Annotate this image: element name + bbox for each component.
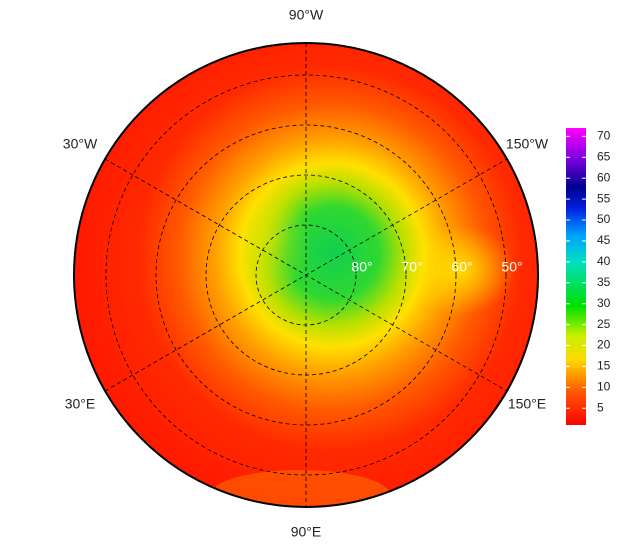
colorbar-tick-label: 40: [597, 254, 611, 268]
colorbar-tick-label: 55: [597, 191, 611, 205]
colorbar-tick-label: 70: [597, 129, 611, 143]
colorbar-tick-label: 15: [597, 359, 611, 373]
longitude-label: 30°E: [65, 396, 96, 412]
longitude-label: 150°W: [506, 136, 549, 152]
latitude-label: 60°: [451, 259, 472, 275]
latitude-label: 70°: [401, 259, 422, 275]
graticule: [104, 43, 508, 507]
latitude-circle: [255, 224, 357, 326]
colorbar-tick-label: 60: [597, 170, 611, 184]
colorbar-tick-label: 20: [597, 338, 611, 352]
longitude-label: 150°E: [508, 396, 546, 412]
map-border: [73, 42, 539, 508]
colorbar-tick-label: 65: [597, 149, 611, 163]
longitude-label: 90°W: [289, 7, 324, 23]
colorbar: [566, 128, 586, 425]
colorbar-tick-label: 30: [597, 296, 611, 310]
colorbar-tick-label: 35: [597, 275, 611, 289]
colorbar-tick-label: 5: [597, 400, 604, 414]
colorbar-tick-label: 10: [597, 380, 611, 394]
latitude-label: 50°: [501, 259, 522, 275]
latitude-circle: [205, 174, 407, 376]
longitude-label: 90°E: [291, 524, 322, 540]
latitude-label: 80°: [351, 259, 372, 275]
colorbar-tick-label: 25: [597, 317, 611, 331]
colorbar-tick-label: 50: [597, 212, 611, 226]
colorbar-tick-label: 45: [597, 233, 611, 247]
latitude-circle: [155, 124, 457, 426]
longitude-label: 30°W: [63, 136, 98, 152]
latitude-circle: [105, 74, 507, 476]
